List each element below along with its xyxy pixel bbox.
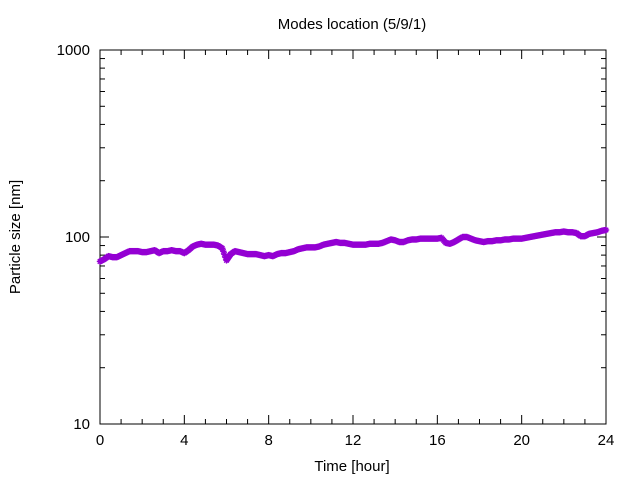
x-axis: 0 4 8 12 16 20 24 [96, 50, 615, 449]
x-tick-label: 24 [598, 432, 615, 449]
x-tick-label: 4 [180, 432, 188, 449]
y-axis-label: Particle size [nm] [7, 180, 24, 294]
y-tick-label: 1000 [57, 42, 90, 59]
x-tick-label: 0 [96, 432, 104, 449]
y-tick-label: 100 [65, 229, 90, 246]
x-tick-label: 12 [345, 432, 362, 449]
data-point [602, 226, 610, 234]
chart-title: Modes location (5/9/1) [278, 16, 426, 33]
y-axis: 10 100 1000 [57, 42, 606, 433]
x-tick-label: 8 [264, 432, 272, 449]
x-axis-label: Time [hour] [314, 458, 389, 475]
x-tick-label: 16 [429, 432, 446, 449]
y-tick-label: 10 [73, 416, 90, 433]
x-tick-label: 20 [513, 432, 530, 449]
data-series [96, 226, 610, 265]
